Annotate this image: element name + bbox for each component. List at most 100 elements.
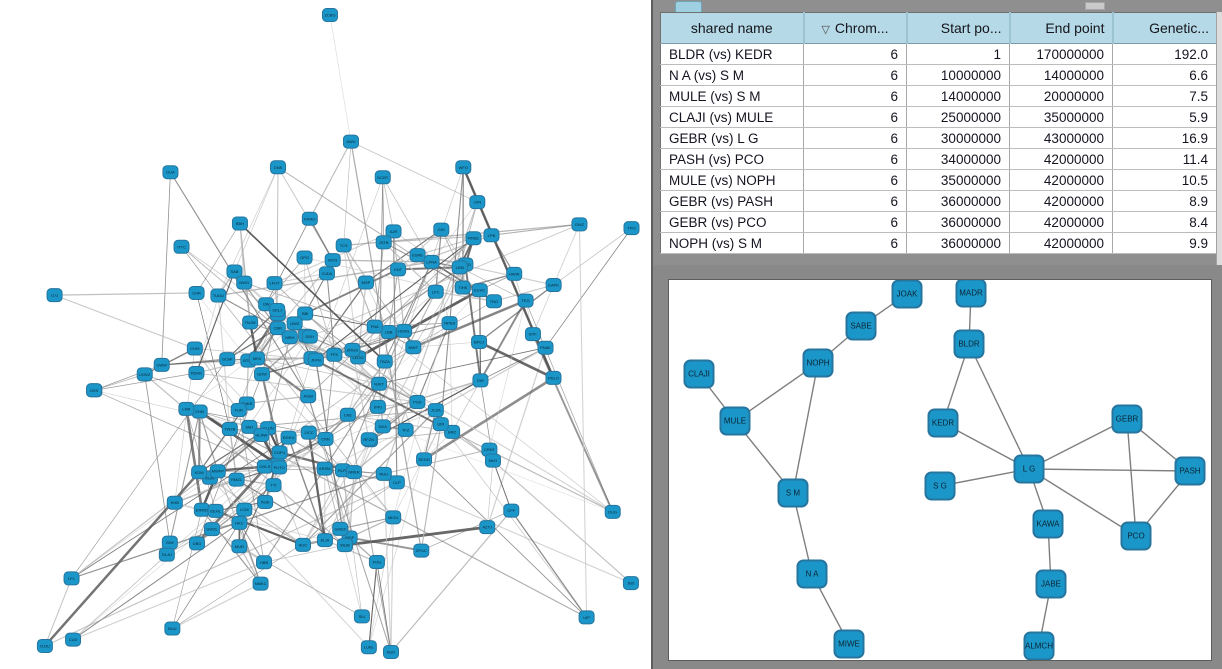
hairball-node[interactable]: JSN bbox=[469, 195, 486, 210]
hairball-node[interactable]: CPF bbox=[503, 503, 520, 518]
hairball-node[interactable]: TFZ bbox=[397, 422, 414, 437]
table-row[interactable]: PASH (vs) PCO 6 34000000 42000000 11.4 bbox=[660, 148, 1217, 170]
node-almch[interactable]: ALMCH bbox=[1023, 631, 1055, 660]
column-header-0[interactable]: shared name bbox=[660, 12, 805, 44]
hairball-node[interactable]: TEG bbox=[517, 293, 534, 308]
hairball-node[interactable]: PGD bbox=[409, 394, 426, 409]
hairball-node[interactable]: MIGU bbox=[385, 510, 402, 525]
small-network-svg[interactable]: JOAK MADR SABE BLDR NOPH CLAJI KEDR GEBR MULE L G… bbox=[669, 280, 1211, 660]
hairball-node[interactable]: GDW bbox=[254, 367, 271, 382]
hairball-node[interactable]: IKJC bbox=[295, 537, 312, 552]
hairball-node[interactable]: AGBI bbox=[300, 389, 317, 404]
hairball-node[interactable]: EEDN bbox=[416, 452, 433, 467]
hairball-node[interactable]: KDM bbox=[191, 465, 208, 480]
table-row[interactable]: CLAJI (vs) MULE 6 25000000 35000000 5.9 bbox=[660, 106, 1217, 128]
node-bldr[interactable]: BLDR bbox=[953, 329, 985, 359]
hairball-node[interactable]: DLJU bbox=[158, 547, 175, 562]
hairball-node[interactable]: PNAK bbox=[537, 340, 554, 355]
hairball-node[interactable]: TTI bbox=[265, 478, 282, 493]
hairball-node[interactable]: HLNW bbox=[253, 428, 270, 443]
hairball-node[interactable]: DKA bbox=[374, 419, 391, 434]
hairball-node[interactable]: KNT bbox=[390, 262, 407, 277]
hairball-node[interactable]: MWT bbox=[405, 340, 422, 355]
node-miwe[interactable]: MIWE bbox=[833, 629, 865, 659]
hairball-node[interactable]: GPO bbox=[296, 250, 313, 265]
hairball-node[interactable]: LFC bbox=[427, 284, 444, 299]
hairball-node[interactable]: DGKU bbox=[280, 430, 297, 445]
hairball-node[interactable]: JJCC bbox=[300, 425, 317, 440]
vertical-scrollbar-track[interactable] bbox=[1216, 12, 1222, 265]
node-pco[interactable]: PCO bbox=[1120, 521, 1152, 551]
table-tab-fragment[interactable] bbox=[675, 1, 702, 12]
hairball-node[interactable]: WLIB bbox=[336, 538, 353, 553]
hairball-node[interactable]: DCBT bbox=[374, 170, 391, 185]
hairball-node[interactable]: GWZL bbox=[203, 522, 220, 537]
node-madr[interactable]: MADR bbox=[955, 280, 987, 308]
hairball-node[interactable]: TIHK bbox=[454, 280, 471, 295]
table-row[interactable]: MULE (vs) S M 6 14000000 20000000 7.5 bbox=[660, 85, 1217, 107]
hairball-node[interactable]: ZRGG bbox=[344, 342, 361, 357]
hairball-node[interactable]: NUD bbox=[383, 645, 400, 659]
hairball-node[interactable]: MWFP bbox=[209, 464, 226, 479]
hairball-node[interactable]: UIP bbox=[578, 610, 595, 625]
hairball-node[interactable]: FUR bbox=[230, 403, 247, 418]
table-row[interactable]: GEBR (vs) L G 6 30000000 43000000 16.9 bbox=[660, 127, 1217, 149]
hairball-node[interactable]: UWW bbox=[153, 357, 170, 372]
hairball-node[interactable]: LCM bbox=[236, 502, 253, 517]
column-header-4[interactable]: Genetic... bbox=[1112, 12, 1217, 44]
hairball-node[interactable]: OHLS bbox=[256, 459, 273, 474]
hairball-node[interactable]: BRZ bbox=[444, 424, 461, 439]
table-row[interactable]: N A (vs) S M 6 10000000 14000000 6.6 bbox=[660, 64, 1217, 86]
hairball-node[interactable]: AJR bbox=[385, 224, 402, 239]
hairball-node[interactable]: RFZN bbox=[360, 432, 377, 447]
node-joak[interactable]: JOAK bbox=[891, 280, 923, 309]
hairball-node[interactable]: CNN bbox=[317, 432, 334, 447]
table-row[interactable]: NOPH (vs) S M 6 36000000 42000000 9.9 bbox=[660, 232, 1217, 254]
hairball-node[interactable]: LPNA bbox=[423, 254, 440, 269]
hairball-node[interactable]: NMKC bbox=[252, 576, 269, 591]
hairball-node[interactable]: RDHK bbox=[188, 365, 205, 380]
hairball-node[interactable]: RMZL bbox=[228, 472, 245, 487]
hairball-node[interactable]: MFA bbox=[248, 351, 265, 366]
hairball-node[interactable]: TNO bbox=[485, 294, 502, 309]
hairball-node[interactable]: CHR bbox=[188, 285, 205, 300]
hairball-node[interactable]: IPKI bbox=[369, 399, 386, 414]
hairball-node[interactable]: CUD bbox=[65, 632, 82, 647]
hairball-node[interactable]: PUTO bbox=[271, 460, 288, 475]
hairball-node[interactable]: JFFN bbox=[307, 352, 324, 367]
hairball-node[interactable]: GWZ bbox=[571, 217, 588, 232]
hairball-node[interactable]: FFK bbox=[326, 347, 343, 362]
hairball-node[interactable]: DBD bbox=[188, 536, 205, 551]
table-row[interactable]: GEBR (vs) PCO 6 36000000 42000000 8.4 bbox=[660, 211, 1217, 233]
table-row[interactable]: MULE (vs) NOPH 6 35000000 42000000 10.5 bbox=[660, 169, 1217, 191]
hairball-node[interactable]: OJDA bbox=[318, 266, 335, 281]
hairball-node[interactable]: DDH bbox=[301, 329, 318, 344]
hairball-node[interactable]: FNA bbox=[366, 319, 383, 334]
node-kawa[interactable]: KAWA bbox=[1032, 509, 1064, 539]
hairball-node[interactable]: WFO bbox=[455, 160, 472, 175]
hairball-node[interactable]: TNJW bbox=[242, 315, 259, 330]
hairball-node[interactable]: BTF bbox=[524, 327, 541, 342]
hairball-node[interactable]: UWZ bbox=[286, 316, 303, 331]
hairball-node[interactable]: BBH bbox=[231, 216, 248, 231]
hairball-node[interactable]: HBB bbox=[256, 555, 273, 570]
node-sabe[interactable]: SABE bbox=[845, 311, 877, 341]
hairball-node[interactable]: OSS bbox=[86, 383, 103, 398]
hairball-node[interactable]: JCZA bbox=[427, 403, 444, 418]
hairball-node[interactable]: JBS bbox=[622, 576, 639, 591]
hairball-node[interactable]: HKC bbox=[231, 515, 248, 530]
hairball-node[interactable]: LBB bbox=[380, 324, 397, 339]
hairball-node[interactable]: GIW bbox=[161, 535, 178, 550]
hairball-node[interactable]: ITTC bbox=[173, 239, 190, 254]
hairball-node[interactable]: ECHC bbox=[471, 283, 488, 298]
column-header-2[interactable]: Start po... bbox=[906, 12, 1011, 44]
table-row[interactable]: BLDR (vs) KEDR 6 1 170000000 192.0 bbox=[660, 43, 1217, 65]
hairball-node[interactable]: NRER bbox=[345, 465, 362, 480]
hairball-node[interactable]: BBI bbox=[297, 306, 314, 321]
hairball-node[interactable]: AZTJ bbox=[479, 520, 496, 535]
hairball-node[interactable]: LFHT bbox=[266, 276, 283, 291]
hairball-node[interactable]: MSP bbox=[357, 275, 374, 290]
node-gebr[interactable]: GEBR bbox=[1111, 404, 1143, 434]
small-network-canvas[interactable]: JOAK MADR SABE BLDR NOPH CLAJI KEDR GEBR MULE L G… bbox=[668, 279, 1212, 661]
hairball-node[interactable]: KRAO bbox=[301, 211, 318, 226]
